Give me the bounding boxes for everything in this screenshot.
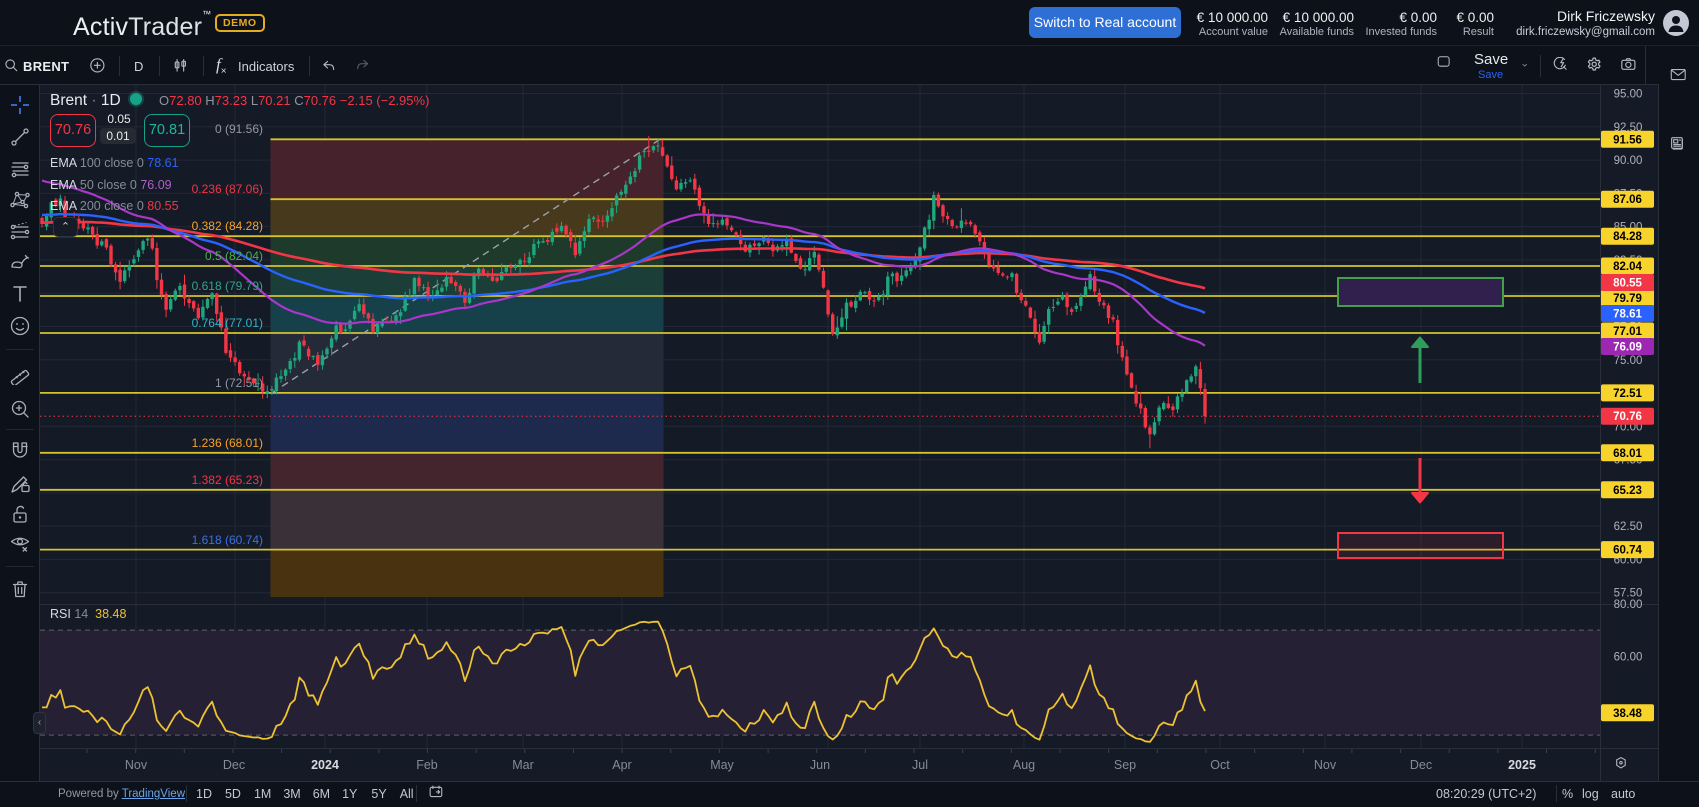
svg-text:84.28: 84.28: [1613, 231, 1642, 243]
svg-text:72.51: 72.51: [1613, 388, 1642, 400]
svg-text:Sep: Sep: [1114, 758, 1136, 772]
svg-text:60.00: 60.00: [1614, 651, 1643, 663]
svg-text:2024: 2024: [311, 758, 339, 772]
svg-text:Feb: Feb: [416, 758, 438, 772]
svg-text:87.06: 87.06: [1613, 194, 1642, 206]
svg-text:2025: 2025: [1508, 758, 1536, 772]
svg-text:80.55: 80.55: [1613, 278, 1642, 290]
svg-text:80.00: 80.00: [1614, 599, 1643, 611]
svg-text:Apr: Apr: [612, 758, 631, 772]
svg-text:38.48: 38.48: [1613, 708, 1642, 720]
svg-text:78.61: 78.61: [1613, 309, 1642, 321]
svg-text:95.00: 95.00: [1614, 89, 1643, 101]
svg-text:May: May: [710, 758, 734, 772]
svg-text:65.23: 65.23: [1613, 485, 1642, 497]
svg-text:Nov: Nov: [125, 758, 148, 772]
svg-text:Dec: Dec: [223, 758, 245, 772]
svg-text:Jun: Jun: [810, 758, 830, 772]
svg-text:77.01: 77.01: [1613, 326, 1642, 338]
svg-text:90.00: 90.00: [1614, 155, 1643, 167]
svg-text:Jul: Jul: [912, 758, 928, 772]
svg-text:Dec: Dec: [1410, 758, 1432, 772]
svg-text:91.56: 91.56: [1613, 134, 1642, 146]
svg-text:62.50: 62.50: [1614, 521, 1643, 533]
svg-text:Mar: Mar: [512, 758, 534, 772]
svg-text:70.76: 70.76: [1613, 411, 1642, 423]
svg-text:Nov: Nov: [1314, 758, 1337, 772]
svg-text:Oct: Oct: [1210, 758, 1230, 772]
svg-text:Aug: Aug: [1013, 758, 1035, 772]
svg-text:75.00: 75.00: [1614, 355, 1643, 367]
svg-text:57.50: 57.50: [1614, 588, 1643, 600]
svg-text:82.04: 82.04: [1613, 261, 1642, 273]
svg-text:79.79: 79.79: [1613, 293, 1642, 305]
svg-text:60.74: 60.74: [1613, 545, 1642, 557]
svg-text:76.09: 76.09: [1613, 342, 1642, 354]
svg-text:68.01: 68.01: [1613, 448, 1642, 460]
